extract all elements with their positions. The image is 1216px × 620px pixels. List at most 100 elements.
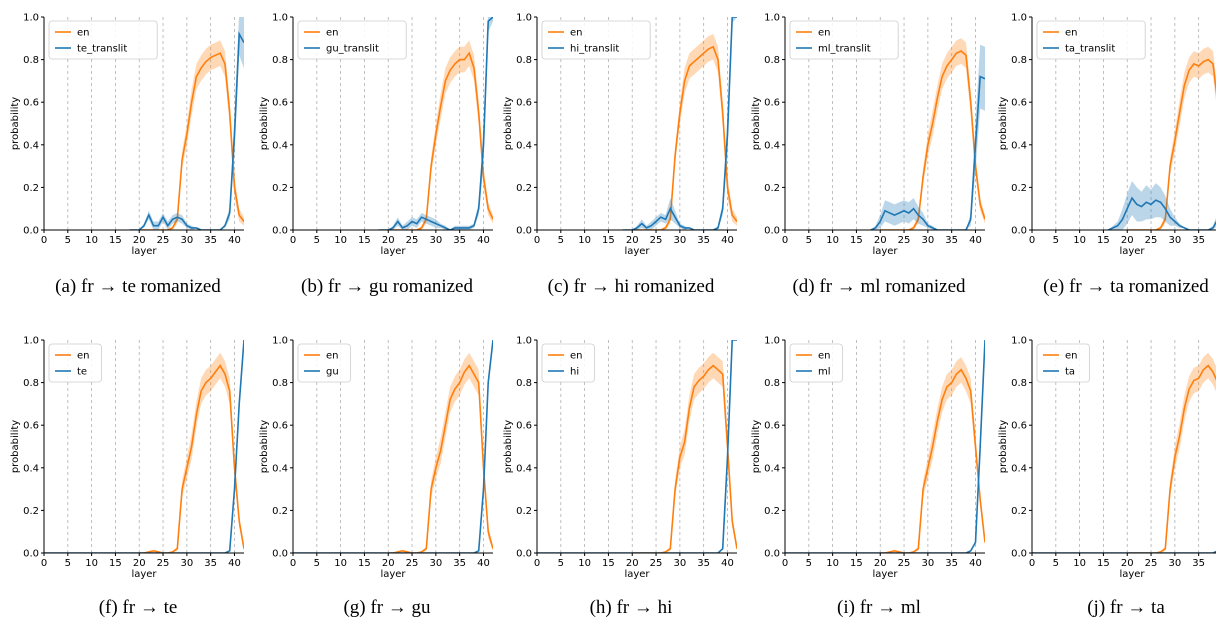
y-tick-label: 0.4 — [1011, 140, 1027, 151]
y-tick-label: 0.6 — [1011, 421, 1027, 432]
series-band-en — [388, 40, 493, 230]
subplot-caption: (i) fr → ml — [837, 597, 921, 618]
x-tick-label: 20 — [1121, 235, 1134, 246]
legend-label-en: en — [1065, 351, 1078, 362]
x-tick-label: 15 — [358, 235, 371, 246]
series-band-ml_translit — [870, 44, 985, 230]
x-tick-label: 40 — [477, 558, 490, 569]
y-tick-label: 0.4 — [764, 140, 780, 151]
series-line-en — [632, 364, 737, 553]
x-tick-label: 20 — [382, 558, 395, 569]
y-tick-label: 0.4 — [272, 463, 288, 474]
subplot-4: 0.0 0.2 0.4 0.6 0.8 1.0 0 5 10 15 20 25 30 35 40 layer p… — [751, 13, 985, 297]
x-axis-label: layer — [624, 246, 650, 257]
x-tick-label: 0 — [290, 558, 296, 569]
x-tick-label: 35 — [1192, 558, 1205, 569]
y-tick-label: 0.8 — [23, 55, 39, 66]
x-tick-label: 10 — [578, 235, 591, 246]
legend-label-gu: gu — [326, 367, 339, 378]
y-tick-label: 1.0 — [516, 13, 532, 24]
x-axis-label: layer — [131, 569, 157, 580]
plot-area — [1107, 46, 1216, 230]
y-tick-label: 1.0 — [23, 13, 39, 24]
y-tick-label: 0.0 — [272, 549, 288, 560]
x-tick-label: 20 — [133, 558, 146, 569]
x-tick-label: 0 — [534, 558, 540, 569]
subplot-caption: (c) fr → hi romanized — [548, 276, 715, 297]
y-tick-label: 0.2 — [764, 506, 780, 517]
legend: en ta_translit — [1036, 20, 1146, 60]
legend-label-te: te — [77, 367, 87, 378]
legend-box — [789, 20, 899, 60]
x-tick-label: 25 — [1145, 558, 1158, 569]
y-axis-label: probability — [998, 97, 1009, 150]
subplot-caption: (h) fr → hi — [590, 597, 673, 618]
x-tick-label: 15 — [109, 558, 122, 569]
x-tick-label: 30 — [180, 558, 193, 569]
legend-box — [48, 343, 102, 383]
y-tick-label: 0.4 — [23, 140, 39, 151]
series-line-hi — [537, 340, 737, 553]
y-tick-label: 0.0 — [516, 226, 532, 237]
series-band-en — [1127, 352, 1216, 553]
subplot-caption: (d) fr → ml romanized — [792, 276, 966, 297]
x-axis-label: layer — [1119, 246, 1145, 257]
y-tick-label: 0.4 — [516, 463, 532, 474]
y-axis-label: probability — [259, 420, 270, 473]
x-tick-label: 5 — [314, 235, 320, 246]
series-line-gu — [293, 340, 493, 553]
legend: en te — [48, 343, 102, 383]
x-tick-label: 35 — [453, 558, 466, 569]
x-tick-label: 40 — [477, 235, 490, 246]
x-tick-label: 0 — [534, 235, 540, 246]
y-axis-label: probability — [503, 420, 514, 473]
x-tick-label: 15 — [602, 558, 615, 569]
series-line-gu_translit — [378, 17, 493, 230]
y-tick-label: 0.8 — [272, 378, 288, 389]
y-tick-label: 0.2 — [23, 183, 39, 194]
y-tick-label: 0.8 — [516, 55, 532, 66]
subplot-8: 0.0 0.2 0.4 0.6 0.8 1.0 0 5 10 15 20 25 30 35 40 layer p… — [503, 336, 737, 618]
plot-area — [129, 17, 244, 230]
legend-label-te_translit: te_translit — [77, 44, 127, 55]
y-tick-label: 1.0 — [1011, 13, 1027, 24]
series-line-en — [880, 50, 985, 230]
y-tick-label: 0.2 — [764, 183, 780, 194]
y-tick-label: 0.0 — [516, 549, 532, 560]
legend-label-ml_translit: ml_translit — [818, 44, 871, 55]
x-tick-label: 40 — [721, 558, 734, 569]
y-tick-label: 0.4 — [764, 463, 780, 474]
x-tick-label: 35 — [204, 558, 217, 569]
x-axis-label: layer — [624, 569, 650, 580]
series-line-hi_translit — [622, 17, 737, 230]
series-line-en — [139, 52, 244, 230]
x-tick-label: 25 — [157, 235, 170, 246]
y-axis-label: probability — [259, 97, 270, 150]
x-tick-label: 15 — [850, 558, 863, 569]
x-tick-label: 30 — [921, 235, 934, 246]
x-tick-label: 40 — [721, 235, 734, 246]
y-tick-label: 0.0 — [1011, 549, 1027, 560]
legend-box — [541, 343, 595, 383]
subplot-caption: (b) fr → gu romanized — [301, 276, 473, 297]
y-tick-label: 0.8 — [764, 378, 780, 389]
x-tick-label: 25 — [406, 558, 419, 569]
x-tick-label: 15 — [1097, 235, 1110, 246]
y-tick-label: 0.2 — [516, 183, 532, 194]
legend-box — [1036, 343, 1090, 383]
x-tick-label: 15 — [358, 558, 371, 569]
x-tick-label: 35 — [697, 235, 710, 246]
x-axis-label: layer — [131, 246, 157, 257]
legend-label-ta: ta — [1065, 367, 1075, 378]
x-tick-label: 20 — [1121, 558, 1134, 569]
x-tick-label: 20 — [626, 558, 639, 569]
y-tick-label: 0.6 — [272, 98, 288, 109]
legend-label-gu_translit: gu_translit — [326, 44, 379, 55]
series-band-en — [139, 352, 244, 553]
series-line-en — [1127, 58, 1216, 230]
x-tick-label: 10 — [826, 558, 839, 569]
plot-area — [44, 340, 244, 553]
series-band-en — [880, 357, 985, 553]
subplot-caption: (f) fr → te — [99, 597, 178, 618]
series-line-te — [44, 340, 244, 553]
